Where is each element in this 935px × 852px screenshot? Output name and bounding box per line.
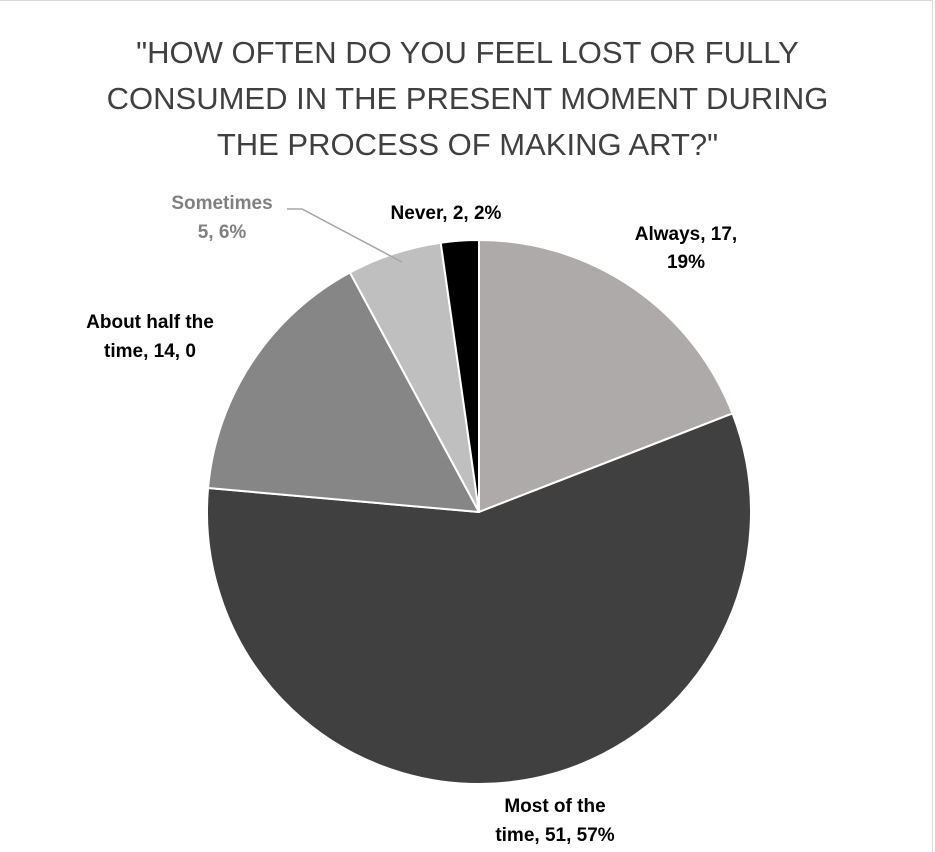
pie-slice-about-half-the-time	[207, 271, 480, 513]
data-label-line: 5, 6%	[198, 222, 247, 243]
data-label-line: time, 51, 57%	[495, 825, 614, 846]
data-label-line: About half the	[86, 312, 214, 333]
data-label-always: Always, 17, 19%	[635, 224, 737, 273]
data-label-line: Most of the	[504, 796, 605, 817]
chart-title-line: THE PROCESS OF MAKING ART?"	[216, 127, 719, 162]
data-label-sometimes: Sometimes 5, 6%	[171, 193, 272, 243]
chart-title: "HOW OFTEN DO YOU FEEL LOST OR FULLY CON…	[0, 30, 935, 168]
data-label-line: 19%	[667, 252, 705, 273]
data-label-line: time, 14, 0	[104, 341, 196, 362]
data-label-line: Never, 2, 2%	[391, 203, 502, 224]
data-label-never: Never, 2, 2%	[391, 203, 502, 224]
leader-line-sometimes	[287, 208, 403, 263]
data-label-about-half-the-time: About half the time, 14, 0	[86, 312, 214, 362]
chart-title-line: "HOW OFTEN DO YOU FEEL LOST OR FULLY	[136, 35, 799, 70]
data-label-line: Sometimes	[171, 193, 272, 214]
data-label-most-of-the-time: Most of the time, 51, 57%	[495, 796, 614, 846]
chart-title-line: CONSUMED IN THE PRESENT MOMENT DURING	[106, 81, 829, 116]
pie-slice-always	[478, 239, 734, 513]
data-label-line: Always, 17,	[635, 224, 737, 245]
pie-slice-most-of-the-time	[206, 412, 752, 785]
pie-slice-never	[439, 239, 480, 513]
